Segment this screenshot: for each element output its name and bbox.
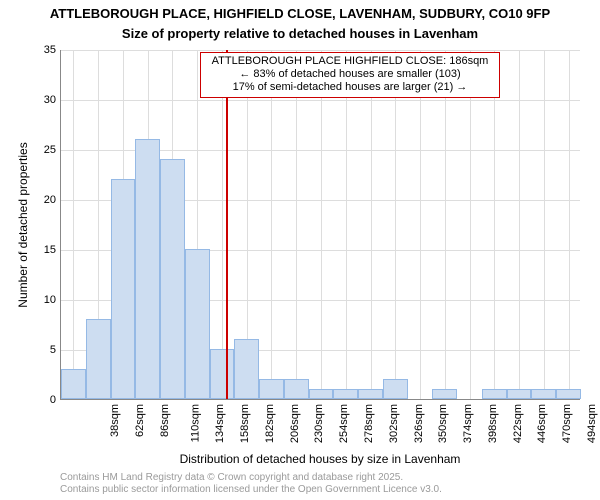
x-axis-label: Distribution of detached houses by size … — [60, 452, 580, 466]
gridline-v — [271, 50, 272, 399]
histogram-bar — [383, 379, 408, 399]
gridline-v — [222, 50, 223, 399]
gridline-v — [420, 50, 421, 399]
xtick-label: 62sqm — [134, 404, 146, 437]
gridline-v — [346, 50, 347, 399]
histogram-bar — [358, 389, 383, 399]
ytick-label: 10 — [32, 294, 56, 306]
histogram-bar — [61, 369, 86, 399]
gridline-v — [494, 50, 495, 399]
gridline-v — [470, 50, 471, 399]
histogram-bar — [185, 249, 210, 399]
histogram-bar — [333, 389, 358, 399]
histogram-bar — [160, 159, 185, 399]
ytick-label: 35 — [32, 44, 56, 56]
property-size-histogram: ATTLEBOROUGH PLACE, HIGHFIELD CLOSE, LAV… — [0, 0, 600, 500]
histogram-bar — [507, 389, 532, 399]
histogram-bar — [556, 389, 581, 399]
xtick-label: 182sqm — [264, 404, 276, 443]
xtick-label: 38sqm — [109, 404, 121, 437]
histogram-bar — [309, 389, 334, 399]
attribution-text: Contains HM Land Registry data © Crown c… — [60, 472, 442, 496]
ytick-label: 0 — [32, 394, 56, 406]
histogram-bar — [284, 379, 309, 399]
histogram-bar — [210, 349, 235, 399]
ytick-label: 20 — [32, 194, 56, 206]
annotation-line-1: ← 83% of detached houses are smaller (10… — [205, 68, 495, 81]
histogram-bar — [234, 339, 259, 399]
gridline-v — [395, 50, 396, 399]
histogram-bar — [531, 389, 556, 399]
xtick-label: 422sqm — [512, 404, 524, 443]
ytick-label: 30 — [32, 94, 56, 106]
gridline-v — [371, 50, 372, 399]
annotation-box: ATTLEBOROUGH PLACE HIGHFIELD CLOSE: 186s… — [200, 52, 500, 98]
histogram-bar — [111, 179, 136, 399]
xtick-label: 398sqm — [487, 404, 499, 443]
histogram-bar — [482, 389, 507, 399]
annotation-line-2: 17% of semi-detached houses are larger (… — [205, 81, 495, 94]
gridline-v — [445, 50, 446, 399]
chart-title-main: ATTLEBOROUGH PLACE, HIGHFIELD CLOSE, LAV… — [0, 6, 600, 21]
gridline-v — [321, 50, 322, 399]
gridline-v — [296, 50, 297, 399]
xtick-label: 446sqm — [536, 404, 548, 443]
xtick-label: 110sqm — [189, 404, 201, 442]
xtick-label: 326sqm — [413, 404, 425, 443]
plot-area — [60, 50, 580, 400]
histogram-bar — [135, 139, 160, 399]
ytick-label: 15 — [32, 244, 56, 256]
annotation-line-0: ATTLEBOROUGH PLACE HIGHFIELD CLOSE: 186s… — [205, 55, 495, 68]
attribution-line-0: Contains HM Land Registry data © Crown c… — [60, 472, 442, 484]
gridline-v — [73, 50, 74, 399]
xtick-label: 206sqm — [289, 404, 301, 443]
chart-title-sub: Size of property relative to detached ho… — [0, 26, 600, 41]
gridline-v — [519, 50, 520, 399]
xtick-label: 350sqm — [437, 404, 449, 443]
histogram-bar — [86, 319, 111, 399]
xtick-label: 302sqm — [388, 404, 400, 443]
xtick-label: 158sqm — [239, 404, 251, 443]
attribution-line-1: Contains public sector information licen… — [60, 484, 442, 496]
histogram-bar — [259, 379, 284, 399]
histogram-bar — [432, 389, 457, 399]
ytick-label: 5 — [32, 344, 56, 356]
xtick-label: 86sqm — [159, 404, 171, 437]
marker-line — [226, 50, 228, 399]
gridline-v — [569, 50, 570, 399]
xtick-label: 254sqm — [338, 404, 350, 443]
y-axis-label: Number of detached properties — [16, 50, 30, 400]
xtick-label: 134sqm — [215, 404, 227, 443]
xtick-label: 470sqm — [561, 404, 573, 443]
xtick-label: 374sqm — [462, 404, 474, 443]
xtick-label: 494sqm — [586, 404, 598, 443]
gridline-v — [544, 50, 545, 399]
xtick-label: 230sqm — [314, 404, 326, 443]
ytick-label: 25 — [32, 144, 56, 156]
xtick-label: 278sqm — [363, 404, 375, 443]
